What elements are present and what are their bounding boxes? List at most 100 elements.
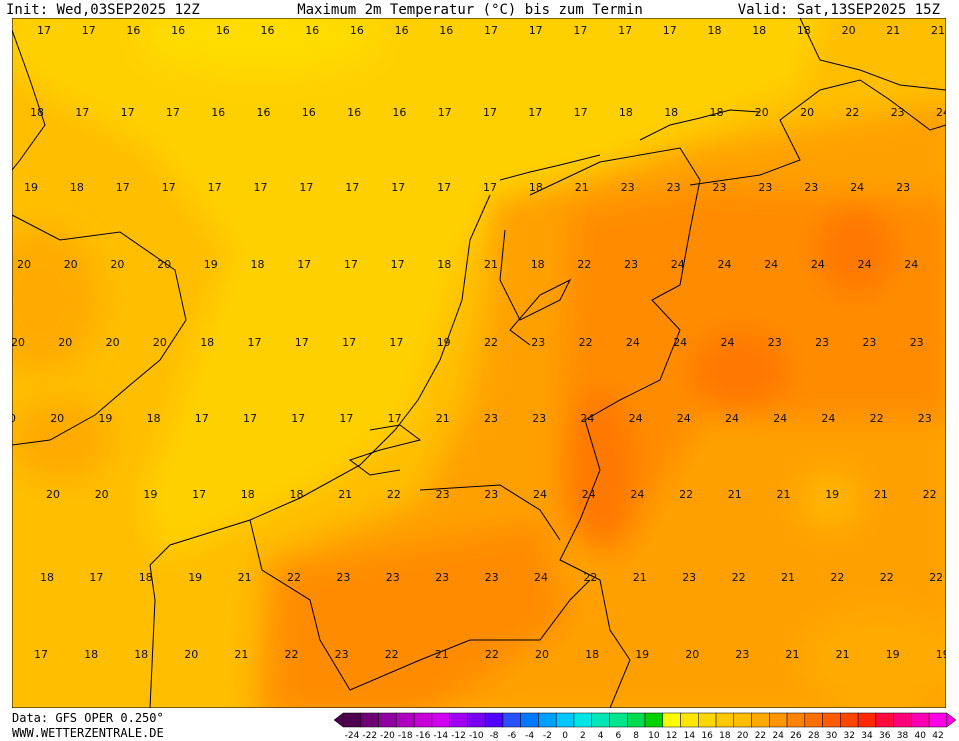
scale-box <box>786 712 806 728</box>
temperature-label: 22 <box>923 488 937 501</box>
scale-label: -2 <box>543 731 552 741</box>
temperature-label: 17 <box>75 106 89 119</box>
temperature-label: 17 <box>299 181 313 194</box>
temperature-label: 24 <box>773 412 787 425</box>
scale-label: 26 <box>790 731 802 741</box>
temperature-label: 17 <box>82 24 96 37</box>
temperature-label: 22 <box>577 258 591 271</box>
temperature-label: 23 <box>436 488 450 501</box>
scale-box <box>857 712 877 728</box>
scale-box <box>911 712 930 728</box>
scale-label: 34 <box>861 731 873 741</box>
temperature-label: 18 <box>290 488 304 501</box>
temperature-label: 24 <box>673 336 687 349</box>
temperature-label: 17 <box>389 336 403 349</box>
temperature-label: 17 <box>254 181 268 194</box>
temperature-label: 21 <box>931 24 945 37</box>
temperature-label: 19 <box>635 648 649 661</box>
temperature-label: 20 <box>110 258 124 271</box>
scale-label: -12 <box>451 731 466 741</box>
scale-label: -18 <box>398 731 413 741</box>
scale-box <box>626 712 646 728</box>
temperature-label: 17 <box>195 412 209 425</box>
temperature-label: 20 <box>17 258 31 271</box>
temperature-label: 16 <box>171 24 185 37</box>
scale-box <box>520 712 539 728</box>
temperature-label: 18 <box>241 488 255 501</box>
temperature-field <box>12 18 946 708</box>
temperature-label: 22 <box>579 336 593 349</box>
scale-label: -14 <box>433 731 448 741</box>
temperature-label: 22 <box>484 336 498 349</box>
scale-label: -24 <box>345 731 360 741</box>
temperature-label: 16 <box>216 24 230 37</box>
temperature-label: 24 <box>630 488 644 501</box>
temperature-label: 20 <box>685 648 699 661</box>
temperature-label: 19 <box>437 336 451 349</box>
scale-label: 36 <box>879 731 891 741</box>
temperature-label: 17 <box>574 106 588 119</box>
scale-box <box>609 712 628 728</box>
temperature-label: 21 <box>575 181 589 194</box>
temperature-label: 17 <box>243 412 257 425</box>
scale-label: 0 <box>562 731 568 741</box>
temperature-label: 18 <box>531 258 545 271</box>
scale-box <box>715 712 735 728</box>
temperature-label: 22 <box>287 571 301 584</box>
scale-box <box>502 712 521 728</box>
scale-arrow-right <box>946 712 957 728</box>
temperature-label: 17 <box>166 106 180 119</box>
scale-box <box>378 712 397 728</box>
temperature-label: 20 <box>153 336 167 349</box>
temperature-label: 17 <box>437 181 451 194</box>
temperature-label: 18 <box>619 106 633 119</box>
temperature-label: 17 <box>297 258 311 271</box>
temperature-label: 17 <box>116 181 130 194</box>
temperature-label: 17 <box>37 24 51 37</box>
temperature-label: 20 <box>50 412 64 425</box>
temperature-label: 17 <box>438 106 452 119</box>
temperature-label: 24 <box>811 258 825 271</box>
temperature-label: 22 <box>732 571 746 584</box>
temperature-label: 21 <box>886 24 900 37</box>
map: 17 17 16 16 16 16 16 16 16 16 17 17 17 17 17 18 18 18 20 21… <box>2 18 946 708</box>
temperature-label: 23 <box>484 412 498 425</box>
scale-label: 20 <box>737 731 749 741</box>
temperature-label: 16 <box>350 24 364 37</box>
scale-box <box>698 712 717 728</box>
temperature-label: 16 <box>395 24 409 37</box>
temperature-label: 24 <box>850 181 864 194</box>
temperature-label: 18 <box>139 571 153 584</box>
temperature-label: 22 <box>845 106 859 119</box>
scale-box <box>413 712 433 728</box>
temperature-label: 18 <box>134 648 148 661</box>
temperature-label: 22 <box>870 412 884 425</box>
temperature-label: 23 <box>804 181 818 194</box>
scale-label: 8 <box>633 731 639 741</box>
temperature-label: 20 <box>2 412 16 425</box>
temperature-label: 23 <box>896 181 910 194</box>
temperature-label: 19 <box>143 488 157 501</box>
scale-label: 30 <box>826 731 838 741</box>
temperature-label: 21 <box>436 412 450 425</box>
temperature-label: 24 <box>534 571 548 584</box>
temperature-label: 21 <box>777 488 791 501</box>
temperature-label: 22 <box>583 571 597 584</box>
temperature-label: 21 <box>728 488 742 501</box>
scale-box <box>893 712 912 728</box>
temperature-label: 24 <box>718 258 732 271</box>
temperature-label: 23 <box>336 571 350 584</box>
temperature-label: 17 <box>484 24 498 37</box>
scale-box <box>751 712 770 728</box>
temperature-label: 21 <box>238 571 252 584</box>
init-time: Init: Wed,03SEP2025 12Z <box>6 2 200 18</box>
temperature-label: 18 <box>70 181 84 194</box>
temperature-label: 23 <box>485 571 499 584</box>
website: WWW.WETTERZENTRALE.DE <box>12 726 164 740</box>
temperature-label: 24 <box>721 336 735 349</box>
scale-label: 42 <box>932 731 943 741</box>
temperature-label: 18 <box>708 24 722 37</box>
temperature-label: 17 <box>34 648 48 661</box>
temperature-label: 22 <box>679 488 693 501</box>
temperature-label: 23 <box>758 181 772 194</box>
